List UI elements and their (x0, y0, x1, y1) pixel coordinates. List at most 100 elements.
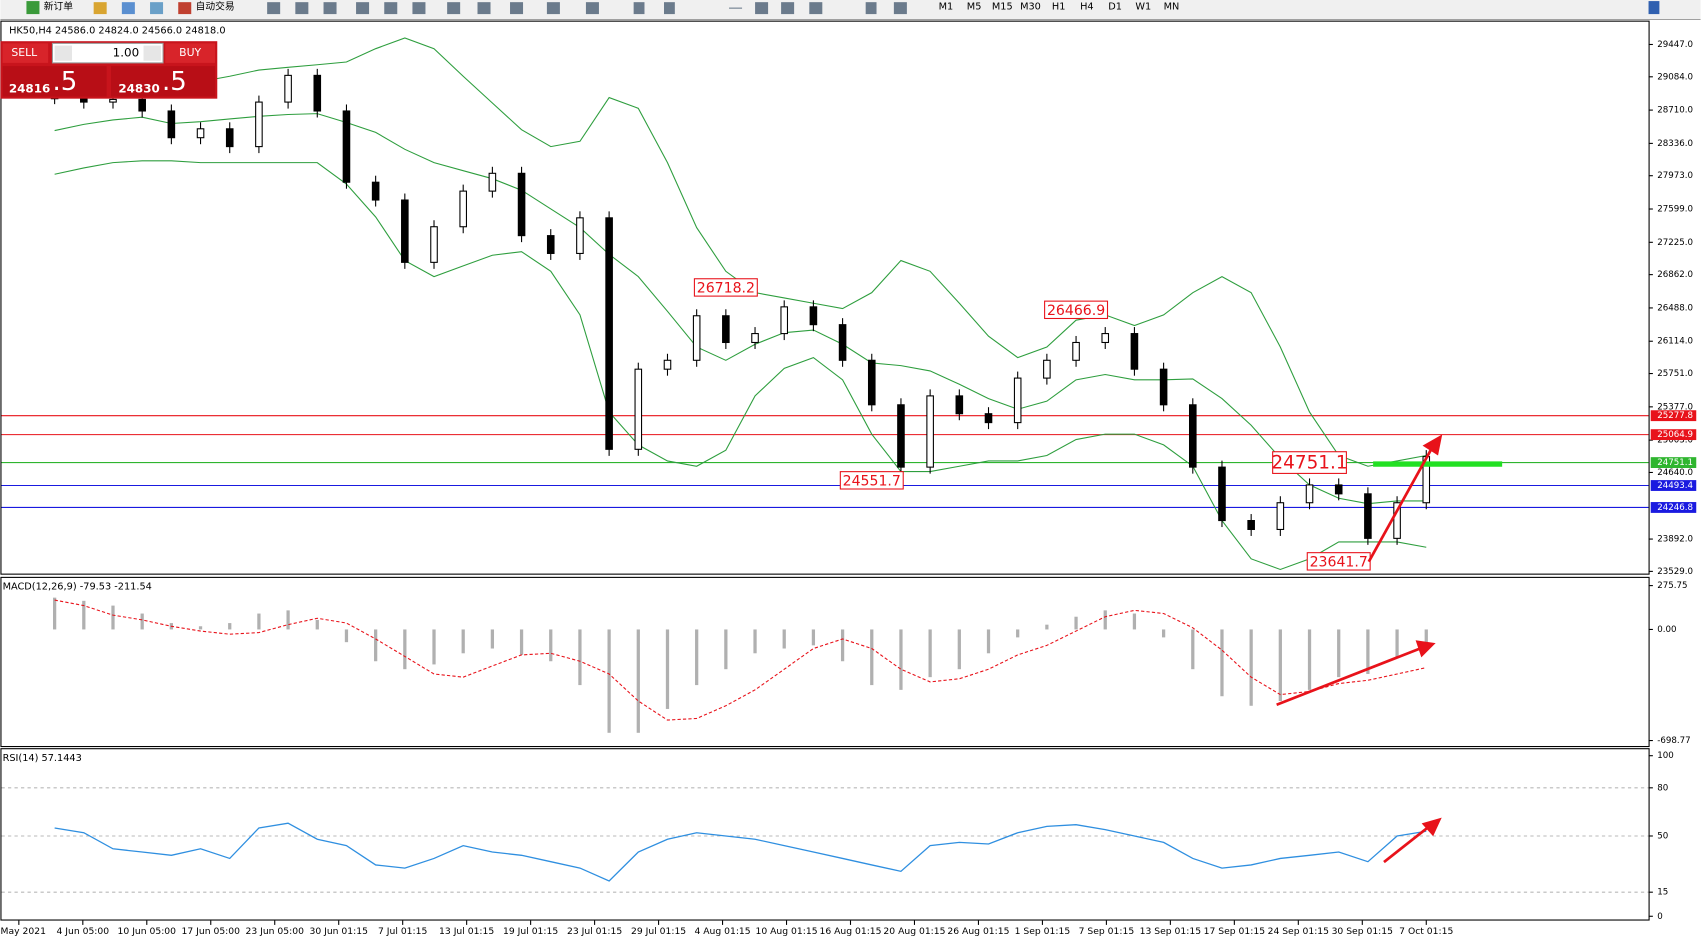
trend-arrows (1276, 434, 1443, 864)
x-tick-label: 13 Sep 01:15 (1140, 926, 1202, 937)
tool-icon[interactable] (809, 2, 823, 15)
bid-tail[interactable]: .5 (52, 67, 77, 97)
y-tick-label: 0.00 (1657, 625, 1676, 635)
timeframe-button[interactable]: M1 (939, 2, 954, 13)
sell-label[interactable]: SELL (11, 46, 37, 59)
tool-icon[interactable] (510, 2, 524, 15)
candle (459, 190, 467, 228)
macd-bar (1074, 616, 1078, 630)
price-annotation: 23641.7 (1310, 554, 1368, 570)
macd-bar (1424, 629, 1428, 643)
timeframe-button[interactable]: H4 (1080, 2, 1094, 13)
arrow-line (1383, 825, 1431, 864)
macd-bar (519, 629, 524, 655)
ask-price[interactable]: 24830 (118, 81, 159, 95)
bid-price[interactable]: 24816 (9, 81, 50, 95)
volume-down[interactable] (54, 45, 72, 61)
level-label: 25277.8 (1657, 411, 1693, 421)
candle (255, 101, 263, 148)
level-label: 24751.1 (1657, 458, 1693, 468)
macd-bar (607, 629, 611, 733)
x-tick-label: 24 Sep 01:15 (1268, 926, 1330, 937)
toolbar-icon[interactable] (93, 2, 107, 15)
candle (1101, 333, 1110, 344)
buy-button[interactable] (165, 43, 216, 63)
candle (1013, 377, 1022, 424)
macd-bar (957, 629, 961, 670)
rsi-panel: 100 80 50 15 0 (1, 751, 1674, 922)
price-annotation-box (693, 278, 758, 297)
macd-bar (724, 629, 728, 670)
y-tick-label: 28336.0 (1657, 139, 1693, 149)
tool-icon[interactable] (585, 2, 599, 15)
timeframe-button[interactable]: M15 (992, 2, 1013, 13)
ask-tail[interactable]: .5 (162, 67, 187, 97)
tool-icon[interactable] (664, 2, 675, 15)
tool-icon[interactable] (865, 2, 877, 15)
toolbar-icon[interactable] (121, 2, 135, 15)
price-panel: 29447.0 29084.0 28710.0 28336.0 27973.0 27599… (1, 37, 1697, 577)
price-annotation: 26466.9 (1047, 303, 1105, 319)
tool-icon[interactable] (633, 2, 645, 15)
tool-icon[interactable] (477, 2, 491, 15)
tool-icon[interactable] (412, 2, 426, 15)
bid-box[interactable] (2, 66, 107, 97)
toolbar (0, 0, 1701, 20)
level-label: 24246.8 (1657, 503, 1693, 513)
macd-bar (403, 629, 407, 670)
bollinger-lower (54, 160, 1427, 571)
tool-icon[interactable] (384, 2, 398, 15)
timeframe-button[interactable]: M30 (1020, 2, 1041, 13)
timeframe-button[interactable]: W1 (1135, 2, 1151, 13)
auto-trade-icon[interactable] (178, 2, 192, 15)
new-order-icon[interactable] (26, 1, 40, 15)
new-order-button[interactable]: 新订单 (44, 0, 73, 13)
volume-up[interactable] (143, 45, 161, 61)
tool-icon[interactable] (781, 2, 795, 15)
candle (1305, 484, 1314, 504)
candle (1218, 466, 1226, 522)
candle (313, 74, 322, 112)
tool-icon[interactable] (546, 2, 560, 15)
y-tick-label: 29447.0 (1657, 40, 1693, 50)
tool-icon[interactable] (893, 2, 907, 15)
macd-bar (53, 597, 57, 630)
y-tick-label: 23529.0 (1657, 567, 1693, 577)
macd-bar (111, 605, 115, 630)
search-icon[interactable] (1648, 1, 1660, 15)
x-tick-label: 4 Aug 01:15 (694, 926, 750, 937)
volume-value[interactable]: 1.00 (113, 46, 140, 60)
price-annotation: 24551.7 (843, 473, 901, 489)
sell-button[interactable] (2, 43, 49, 63)
macd-bar (315, 619, 319, 630)
arrow-head (1421, 817, 1442, 837)
tool-icon[interactable] (447, 2, 461, 15)
candle (196, 128, 205, 139)
tool-icon[interactable] (755, 2, 769, 15)
buy-label[interactable]: BUY (179, 46, 201, 59)
tool-icon[interactable] (323, 2, 337, 15)
auto-trade-button[interactable]: 自动交易 (196, 0, 235, 13)
macd-bar (461, 629, 465, 654)
macd-bar (1337, 629, 1341, 678)
macd-bar (1220, 629, 1224, 697)
volume-field[interactable] (51, 42, 164, 64)
timeframe-button[interactable]: D1 (1108, 2, 1122, 13)
ask-box[interactable] (111, 66, 216, 97)
tool-icon[interactable] (729, 7, 743, 9)
candle (955, 395, 964, 415)
tool-icon[interactable] (295, 2, 309, 15)
macd-bar (1278, 629, 1282, 701)
tool-icon[interactable] (356, 2, 370, 15)
candle (517, 172, 526, 237)
x-tick-label: 1 Sep 01:15 (1015, 926, 1071, 937)
toolbar-icon[interactable] (150, 2, 164, 15)
timeframe-button[interactable]: M5 (967, 2, 982, 13)
macd-bar (1366, 629, 1370, 674)
timeframe-button[interactable]: MN (1164, 2, 1180, 13)
x-tick-label: 29 Jul 01:15 (631, 926, 686, 937)
timeframe-button[interactable]: H1 (1052, 2, 1066, 13)
macd-bar (928, 629, 932, 678)
x-tick-label: 10 Jun 05:00 (118, 926, 177, 937)
tool-icon[interactable] (267, 2, 281, 15)
